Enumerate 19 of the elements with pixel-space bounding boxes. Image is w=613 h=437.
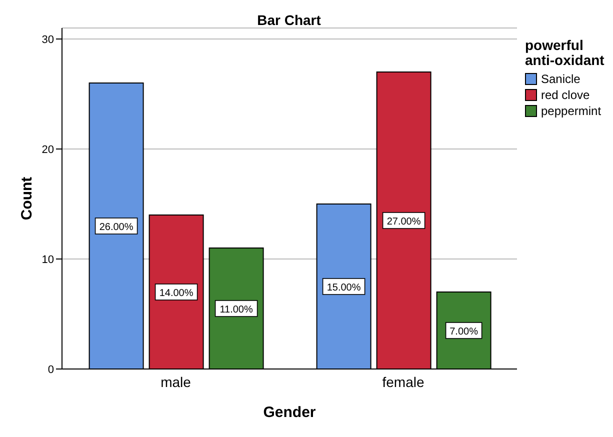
legend-label: red clove xyxy=(541,88,590,102)
data-label: 26.00% xyxy=(99,222,134,233)
y-tick-label: 30 xyxy=(42,34,54,46)
y-tick-label: 10 xyxy=(42,254,54,266)
legend-title: powerful anti-oxidant xyxy=(525,37,605,68)
data-label: 7.00% xyxy=(450,326,478,338)
y-tick-label: 20 xyxy=(42,144,54,156)
data-label: 14.00% xyxy=(159,288,194,299)
y-tick-label: 0 xyxy=(48,364,54,376)
data-label: 15.00% xyxy=(326,282,361,294)
legend-label: Sanicle xyxy=(541,72,580,86)
data-label: 11.00% xyxy=(220,304,253,316)
x-tick-label: male xyxy=(160,374,192,390)
chart-title: Bar Chart xyxy=(256,12,322,28)
x-tick-label: female xyxy=(382,374,424,390)
data-label: 27.00% xyxy=(386,216,421,228)
y-axis-title: Count xyxy=(18,176,36,220)
x-axis-title: Gender xyxy=(263,404,316,421)
legend-label: peppermint xyxy=(541,104,602,118)
